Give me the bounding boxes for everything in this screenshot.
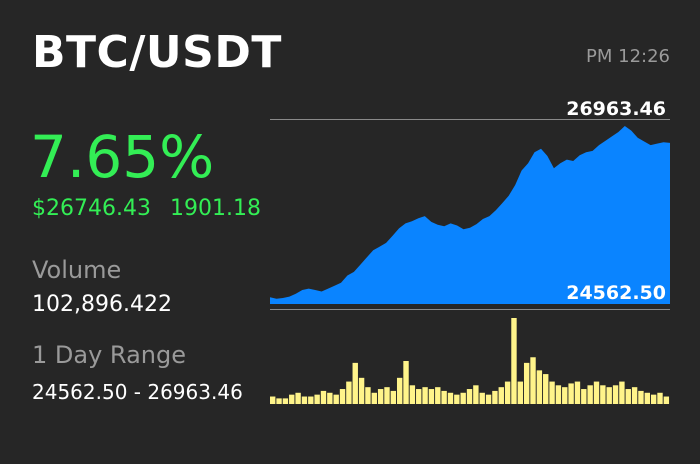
volume-bar	[530, 357, 536, 404]
volume-bar	[625, 389, 631, 404]
volume-bar	[581, 389, 587, 404]
volume-bar	[657, 392, 663, 404]
volume-bar	[282, 398, 289, 404]
volume-bar	[593, 381, 600, 404]
volume-bar	[504, 381, 511, 404]
volume-bar	[466, 389, 473, 404]
high-price-label: 26963.46	[566, 98, 666, 120]
volume-bar	[346, 381, 352, 404]
volume-bar	[511, 318, 517, 404]
volume-bar	[270, 396, 276, 404]
volume-bar	[485, 394, 492, 404]
volume-bar	[396, 377, 403, 404]
volume-value: 102,896.422	[32, 292, 172, 317]
volume-bar	[536, 370, 543, 404]
price-chart: 26963.46 24562.50	[270, 96, 670, 408]
volume-bar	[352, 362, 358, 404]
volume-bar	[663, 396, 670, 404]
volume-bar	[543, 374, 549, 404]
volume-bar	[606, 387, 612, 404]
volume-bar	[587, 385, 593, 404]
volume-bar	[308, 396, 314, 404]
volume-bar	[384, 387, 390, 404]
volume-bar	[428, 389, 435, 404]
volume-label: Volume	[32, 256, 122, 284]
chart-canvas	[270, 119, 670, 404]
volume-bar	[289, 394, 295, 404]
volume-bar	[314, 394, 320, 404]
low-price-label: 24562.50	[566, 282, 666, 304]
volume-bar	[365, 387, 371, 404]
volume-bar	[498, 387, 504, 404]
volume-bar	[631, 387, 638, 404]
pair-title: BTC/USDT	[32, 27, 282, 78]
volume-bar	[549, 381, 555, 404]
volume-bar	[276, 398, 282, 404]
volume-bar	[562, 387, 568, 404]
volume-bar	[523, 362, 530, 404]
volume-bar	[327, 392, 333, 404]
volume-bar	[600, 385, 606, 404]
range-value: 24562.50 - 26963.46	[32, 380, 243, 404]
volume-bar	[479, 392, 485, 404]
volume-bar	[517, 381, 524, 404]
volume-bar	[555, 385, 562, 404]
volume-bar	[295, 392, 301, 404]
volume-bars	[270, 318, 670, 404]
volume-bar	[650, 394, 657, 404]
volume-bar	[447, 392, 454, 404]
current-price: $26746.43	[32, 196, 151, 221]
volume-bar	[390, 390, 397, 404]
volume-bar	[358, 377, 365, 404]
volume-bar	[435, 387, 441, 404]
volume-bar	[619, 381, 625, 404]
volume-bar	[612, 385, 619, 404]
volume-bar	[492, 390, 498, 404]
volume-bar	[460, 392, 466, 404]
volume-bar	[638, 390, 644, 404]
price-area	[270, 126, 670, 304]
volume-bar	[333, 394, 339, 404]
volume-bar	[377, 389, 384, 404]
change-percent: 7.65%	[30, 123, 215, 191]
volume-bar	[644, 392, 650, 404]
clock-time: PM 12:26	[586, 46, 670, 67]
volume-bar	[473, 385, 479, 404]
price-row: $26746.43 1901.18	[32, 196, 261, 221]
volume-bar	[409, 385, 416, 404]
volume-bar	[422, 387, 428, 404]
volume-bar	[568, 383, 574, 404]
change-amount: 1901.18	[169, 196, 261, 221]
volume-bar	[441, 390, 447, 404]
volume-bar	[574, 381, 581, 404]
volume-bar	[454, 394, 460, 404]
volume-bar	[301, 396, 308, 404]
range-label: 1 Day Range	[32, 341, 186, 369]
volume-bar	[403, 361, 409, 404]
volume-bar	[320, 390, 327, 404]
volume-bar	[339, 389, 346, 404]
volume-bar	[371, 392, 377, 404]
volume-bar	[416, 389, 422, 404]
